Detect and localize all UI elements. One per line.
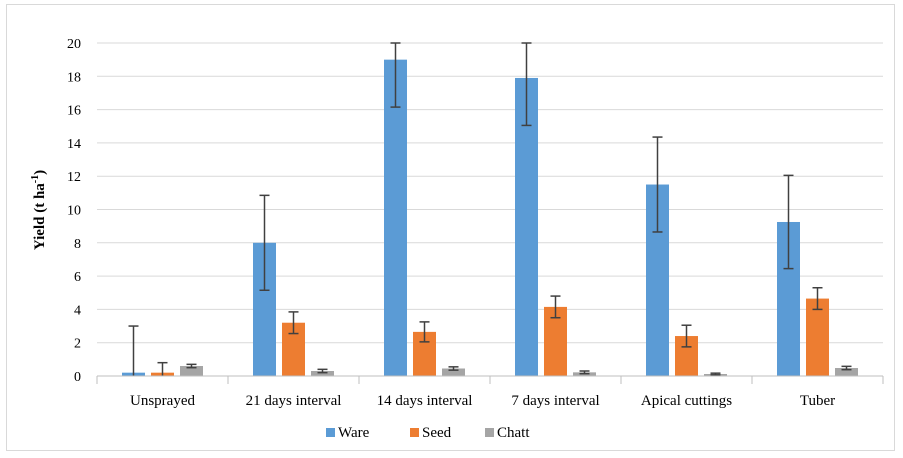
bar-seed: [544, 306, 567, 376]
x-axis: [96, 375, 884, 384]
y-axis-ticks: 0 2 4 6 8 10 12 14 16 18 20: [67, 37, 81, 385]
y-tick-label: 12: [67, 170, 81, 185]
bar-ware: [646, 184, 669, 376]
bar-ware: [515, 77, 538, 376]
bar-chatt: [442, 368, 465, 376]
bar-chatt: [180, 366, 203, 376]
legend: Ware Seed Chatt: [326, 425, 530, 441]
y-tick-label: 14: [67, 137, 81, 152]
x-tick-label: Unsprayed: [130, 393, 195, 409]
x-tick-label: 14 days interval: [377, 393, 473, 409]
x-tick-label: Apical cuttings: [641, 393, 732, 409]
error-bars: [128, 42, 852, 376]
bar-ware: [777, 221, 800, 376]
y-tick-label: 2: [74, 337, 81, 352]
y-tick-label: 4: [74, 303, 81, 318]
legend-label: Chatt: [497, 425, 530, 441]
y-tick-label: 8: [74, 237, 81, 252]
legend-swatch-chatt: [485, 428, 494, 437]
legend-label: Seed: [422, 425, 452, 441]
y-axis-label: Yield (t ha-1): [30, 170, 48, 250]
y-tick-label: 10: [67, 204, 81, 219]
bar-seed: [413, 331, 436, 376]
y-tick-label: 18: [67, 70, 81, 85]
legend-swatch-ware: [326, 428, 335, 437]
bar-ware: [253, 242, 276, 376]
y-tick-label: 0: [74, 370, 81, 385]
bar-seed: [282, 322, 305, 376]
x-tick-label: 7 days interval: [511, 393, 599, 409]
grid-lines: [97, 42, 883, 344]
legend-swatch-seed: [410, 428, 419, 437]
y-tick-label: 20: [67, 37, 81, 52]
x-tick-label: 21 days interval: [246, 393, 342, 409]
bar-seed: [675, 336, 698, 376]
bar-seed: [806, 298, 829, 376]
bar-chatt: [835, 368, 858, 376]
bar-ware: [384, 59, 407, 377]
y-tick-label: 16: [67, 104, 81, 119]
bar-chatt: [311, 371, 334, 376]
legend-label: Ware: [338, 425, 370, 441]
x-tick-label: Tuber: [800, 393, 835, 409]
x-axis-labels: Unsprayed 21 days interval 14 days interva…: [130, 393, 835, 409]
y-tick-label: 6: [74, 270, 81, 285]
bars: [122, 59, 858, 377]
